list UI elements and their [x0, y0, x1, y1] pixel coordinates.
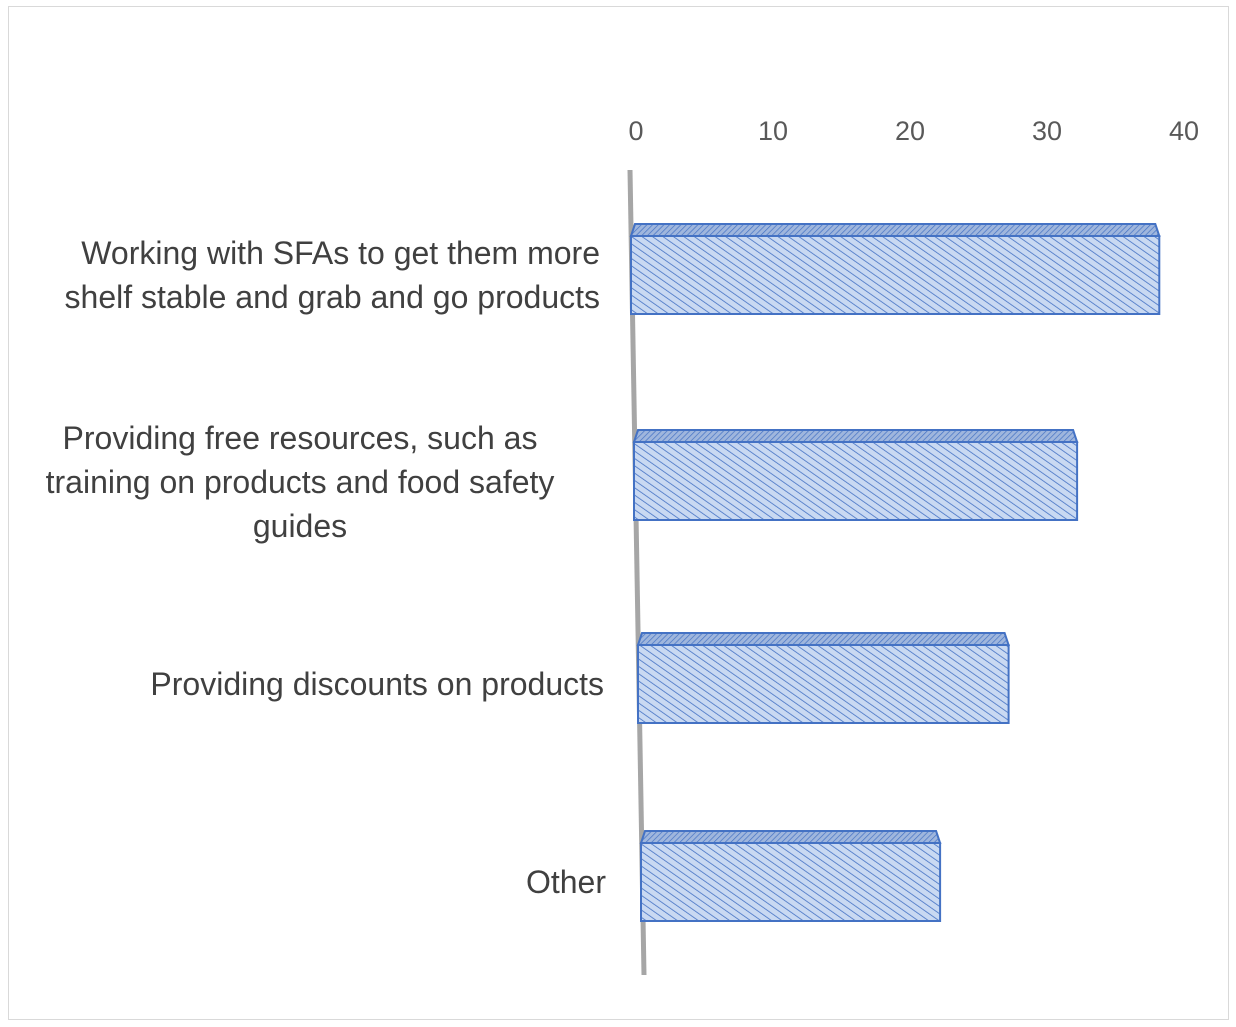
x-tick-label: 20	[895, 116, 925, 146]
category-label: Working with SFAs to get them more shelf …	[64, 235, 600, 315]
bar	[637, 644, 1010, 724]
bar	[640, 842, 942, 922]
category-label: Other	[525, 864, 606, 900]
x-tick-label: 10	[758, 116, 788, 146]
x-tick-label: 40	[1169, 116, 1199, 146]
bar	[633, 441, 1079, 521]
bar-top-face	[629, 223, 1161, 237]
bar-top-face	[636, 632, 1010, 646]
x-tick-label: 30	[1032, 116, 1062, 146]
category-label: Providing free resources, such as trainin…	[45, 420, 555, 544]
category-label: Providing discounts on products	[150, 666, 604, 702]
bar-top-face	[639, 830, 942, 844]
x-tick-label: 0	[628, 116, 643, 146]
bar	[630, 235, 1161, 315]
bar-top-face	[632, 429, 1079, 443]
